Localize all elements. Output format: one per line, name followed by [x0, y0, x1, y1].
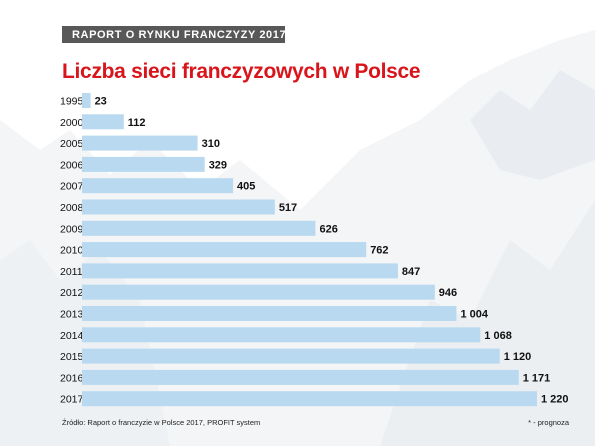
- value-label: 405: [237, 181, 255, 193]
- value-label: 946: [439, 287, 457, 299]
- bar: [82, 199, 275, 215]
- value-label: 626: [319, 223, 337, 235]
- bar: [82, 135, 198, 151]
- value-label: 1 120: [504, 351, 532, 363]
- category-label: 2012: [60, 287, 84, 299]
- bar: [82, 391, 537, 407]
- value-label: 1 171: [523, 372, 551, 384]
- category-label: 2016: [60, 372, 84, 384]
- bar: [82, 327, 481, 343]
- bar: [82, 93, 91, 108]
- value-label: 1 068: [484, 330, 512, 342]
- bar: [82, 306, 457, 321]
- value-label: 112: [128, 117, 146, 129]
- bar: [82, 263, 398, 279]
- value-label: 1 220: [541, 394, 569, 406]
- bar: [82, 369, 519, 385]
- category-label: 2015: [60, 351, 84, 363]
- category-label: 2008: [60, 202, 84, 214]
- bar: [82, 114, 124, 130]
- value-label: 847: [402, 266, 420, 278]
- value-label: 329: [209, 159, 227, 171]
- value-label: 1 004: [460, 309, 488, 321]
- value-label: 310: [202, 138, 220, 150]
- category-label: 1995: [60, 96, 84, 108]
- chart-title: Liczba sieci franczyzowych w Polsce: [62, 60, 421, 83]
- category-label: 2014: [60, 330, 84, 342]
- category-label: 2006: [60, 159, 84, 171]
- bar: [82, 284, 435, 300]
- forecast-note: * - prognoza: [528, 418, 569, 427]
- bar: [82, 242, 367, 258]
- source-note: Źródło: Raport o franczyzie w Polsce 201…: [62, 418, 261, 427]
- bar: [82, 178, 234, 194]
- category-label: 2000: [60, 117, 84, 129]
- category-label: 2013: [60, 309, 84, 321]
- value-label: 517: [279, 202, 297, 214]
- value-label: 23: [95, 96, 107, 108]
- category-label: 2010: [60, 245, 84, 257]
- bar: [82, 348, 500, 364]
- category-label: 2009: [60, 223, 84, 235]
- report-banner: RAPORT O RYNKU FRANCZYZY 2017: [62, 26, 287, 43]
- category-label: 2017*: [60, 394, 87, 406]
- value-label: 762: [370, 245, 388, 257]
- bar: [82, 220, 316, 236]
- category-label: 2007: [60, 181, 84, 193]
- category-label: 2011: [60, 266, 83, 278]
- category-label: 2005: [60, 138, 84, 150]
- banner-text: RAPORT O RYNKU FRANCZYZY 2017: [72, 28, 287, 41]
- bar: [82, 156, 205, 172]
